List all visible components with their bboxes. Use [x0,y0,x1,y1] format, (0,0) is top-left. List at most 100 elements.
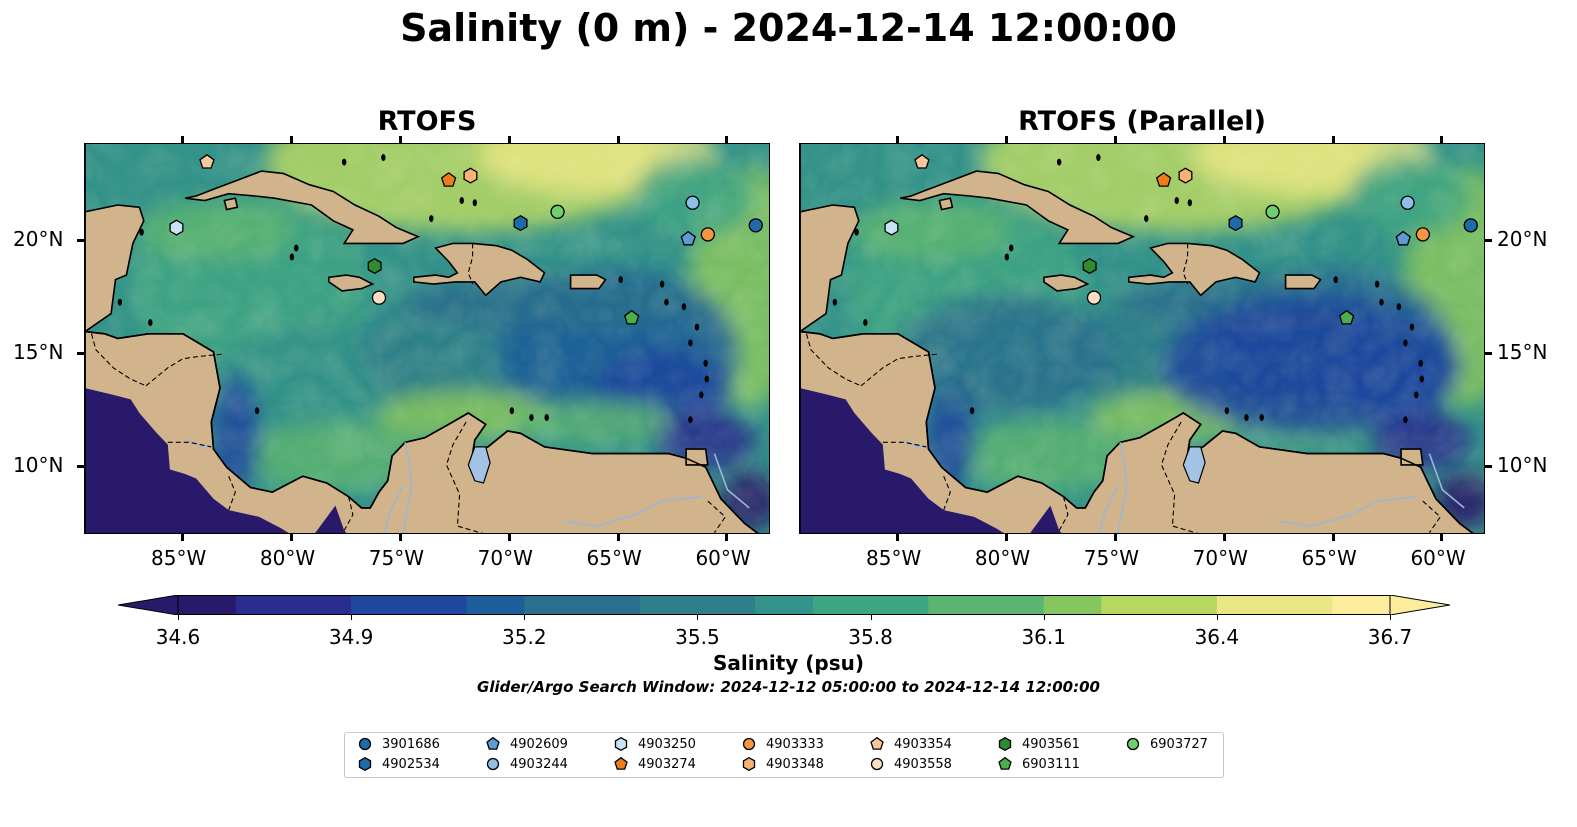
float-marker-3901686 [748,218,763,233]
panel-title-rtofs-parallel: RTOFS (Parallel) [1018,106,1266,137]
lon-tick-mark-top [616,136,620,143]
float-marker-4903348 [463,167,478,184]
lon-tick-label: 70°W [477,546,533,570]
legend-label: 4903561 [1022,736,1080,752]
float-marker-4903354 [199,153,215,169]
float-marker-4903333 [1415,227,1430,242]
lon-tick-mark-top [725,136,729,143]
float-marker-6903111 [623,309,640,325]
lat-tick-label: 10°N [1497,453,1548,478]
colorbar-tick-mark [1043,615,1045,620]
colorbar-graphic [117,594,1451,616]
colorbar-segment [1274,595,1333,615]
legend-label: 4903333 [766,736,824,752]
legend-item: 6903727 [1125,736,1208,752]
map-canvas [800,144,1484,533]
lon-tick-mark-top [398,136,402,143]
legend-label: 6903111 [1022,756,1080,772]
legend-marker [486,757,500,771]
float-marker-3901686 [1463,218,1478,233]
colorbar-segment [293,595,352,615]
colorbar-tick-label: 36.7 [1367,625,1413,649]
float-marker-6903111 [1338,309,1355,325]
legend-marker [870,757,884,771]
lon-tick-mark-top [1222,136,1226,143]
legend-item: 4903348 [741,756,824,772]
lon-tick-label: 65°W [586,546,642,570]
lat-tick-mark [77,239,84,243]
legend-item: 4903333 [741,736,824,752]
colorbar-segment [1216,595,1276,615]
colorbar-segment [697,595,756,615]
lon-tick-label: 85°W [151,546,207,570]
colorbar-segment [1332,595,1391,615]
float-marker-6903727 [550,204,565,219]
float-marker-4903561 [367,257,382,275]
legend-marker [614,736,628,752]
pentagon-marker-icon [614,756,628,770]
legend-item: 4903250 [613,736,696,752]
hexagon-marker-icon [358,756,372,772]
pentagon-marker-icon [998,756,1012,770]
float-marker-4903348 [1178,167,1193,184]
colorbar-tick-mark [697,615,699,620]
colorbar-segment [178,595,237,615]
colorbar-segment [582,595,641,615]
circle-marker-icon [486,757,500,771]
lat-tick-label: 20°N [13,227,64,252]
lon-tick-mark-top [1004,136,1008,143]
map-panel-rtofs[interactable] [84,143,770,534]
lon-tick-mark [616,534,620,541]
lat-tick-mark [77,352,84,356]
lat-tick-label: 20°N [1497,227,1548,252]
lon-tick-mark [1004,534,1008,541]
map-panel-rtofs-parallel[interactable] [799,143,1485,534]
float-marker-4903561 [1082,257,1097,275]
float-marker-4902609 [1395,230,1411,246]
lon-tick-label: 85°W [866,546,922,570]
hexagon-marker-icon [614,736,628,752]
colorbar-segment [408,595,468,615]
lon-tick-mark-top [181,136,184,143]
legend-marker [1126,737,1140,751]
colorbar-label: Salinity (psu) [712,651,864,675]
legend-marker [998,756,1012,770]
float-marker-4902534 [513,215,528,232]
colorbar-tick-label: 35.5 [675,625,720,649]
lat-tick-mark [1485,352,1492,356]
float-marker-6903727 [1265,204,1280,219]
float-marker-4903250 [884,219,899,236]
lon-tick-mark [398,534,402,541]
float-marker-4903354 [914,153,930,169]
legend-label: 6903727 [1150,736,1208,752]
colorbar-tick-label: 34.9 [328,625,374,649]
lat-tick-mark [1485,465,1492,469]
colorbar-segment [466,595,525,615]
legend-item: 4902534 [357,756,440,772]
pentagon-marker-icon [486,736,500,750]
colorbar-segment [928,595,987,615]
lon-tick-mark [725,534,729,541]
lon-tick-mark [1440,534,1444,541]
float-marker-4903558 [1086,290,1102,305]
lon-tick-mark-top [289,136,293,143]
legend-marker [742,756,756,772]
lon-tick-label: 80°W [974,546,1031,570]
lon-tick-mark [896,534,899,541]
lon-tick-mark-top [896,136,899,143]
float-marker-4903244 [685,195,700,210]
lon-tick-label: 75°W [1083,546,1139,570]
lon-tick-mark [1113,534,1117,541]
legend-marker [998,736,1012,752]
colorbar-segment [812,595,872,615]
lon-tick-label: 60°W [1410,546,1466,570]
figure-title: Salinity (0 m) - 2024-12-14 12:00:00 [400,6,1177,50]
circle-marker-icon [358,737,372,751]
lon-tick-label: 70°W [1192,546,1248,570]
lon-tick-mark [1331,534,1335,541]
legend-marker [870,736,884,750]
legend-label: 4903558 [894,756,952,772]
legend-label: 4903244 [510,756,568,772]
legend-item: 4902609 [485,736,568,752]
legend-item: 3901686 [357,736,440,752]
